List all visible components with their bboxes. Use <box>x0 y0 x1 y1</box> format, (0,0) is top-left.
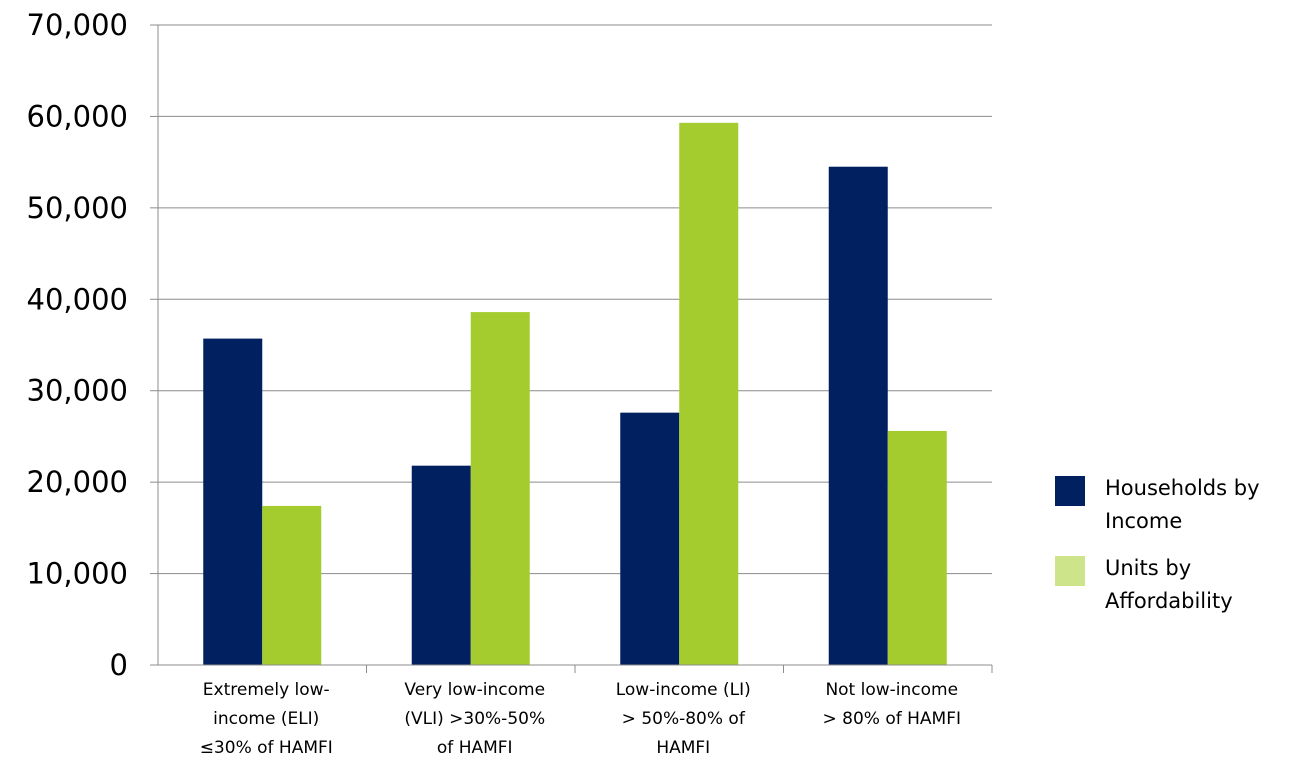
y-axis-tick-label: 0 <box>110 648 128 682</box>
y-axis-tick-labels: 0 10,000 20,000 30,000 40,000 50,000 60,000 70,… <box>27 8 128 682</box>
bar-households-3 <box>828 166 888 665</box>
x-axis-category-label: Extremely low- income (ELI) ≤30% of HAMF… <box>199 680 333 758</box>
bar-units-1 <box>470 312 530 665</box>
y-axis-tick-label: 50,000 <box>27 191 128 225</box>
gridlines <box>158 24 992 575</box>
legend-item-units: Units by Affordability <box>1055 552 1295 613</box>
axes <box>150 24 993 673</box>
y-axis-tick-label: 70,000 <box>27 8 128 42</box>
y-axis-tick-label: 40,000 <box>27 282 128 316</box>
legend-item-households: Households by Income <box>1055 472 1295 533</box>
y-axis-tick-label: 20,000 <box>27 465 128 499</box>
y-axis-tick-label: 10,000 <box>27 557 128 591</box>
bar-households-0 <box>203 338 263 665</box>
legend-swatch-households <box>1055 476 1085 506</box>
x-axis-category-label: Very low-income (VLI) >30%-50% of HAMFI <box>404 680 546 758</box>
legend-label-households: Households by Income <box>1105 476 1260 533</box>
bar-units-3 <box>887 430 947 665</box>
legend-swatch-units <box>1055 556 1085 586</box>
bar-households-1 <box>411 465 471 665</box>
bar-households-2 <box>620 412 680 665</box>
legend: Households by Income Units by Affordabil… <box>1055 472 1295 632</box>
legend-label-units: Units by Affordability <box>1105 556 1233 613</box>
y-axis-tick-label: 30,000 <box>27 374 128 408</box>
bar-units-2 <box>679 122 739 666</box>
bar-units-0 <box>262 505 322 665</box>
y-axis-tick-label: 60,000 <box>27 99 128 133</box>
bars <box>203 122 947 666</box>
x-axis-category-label: Low-income (LI) > 50%-80% of HAMFI <box>615 680 751 758</box>
x-axis-category-label: Not low-income > 80% of HAMFI <box>822 680 962 729</box>
